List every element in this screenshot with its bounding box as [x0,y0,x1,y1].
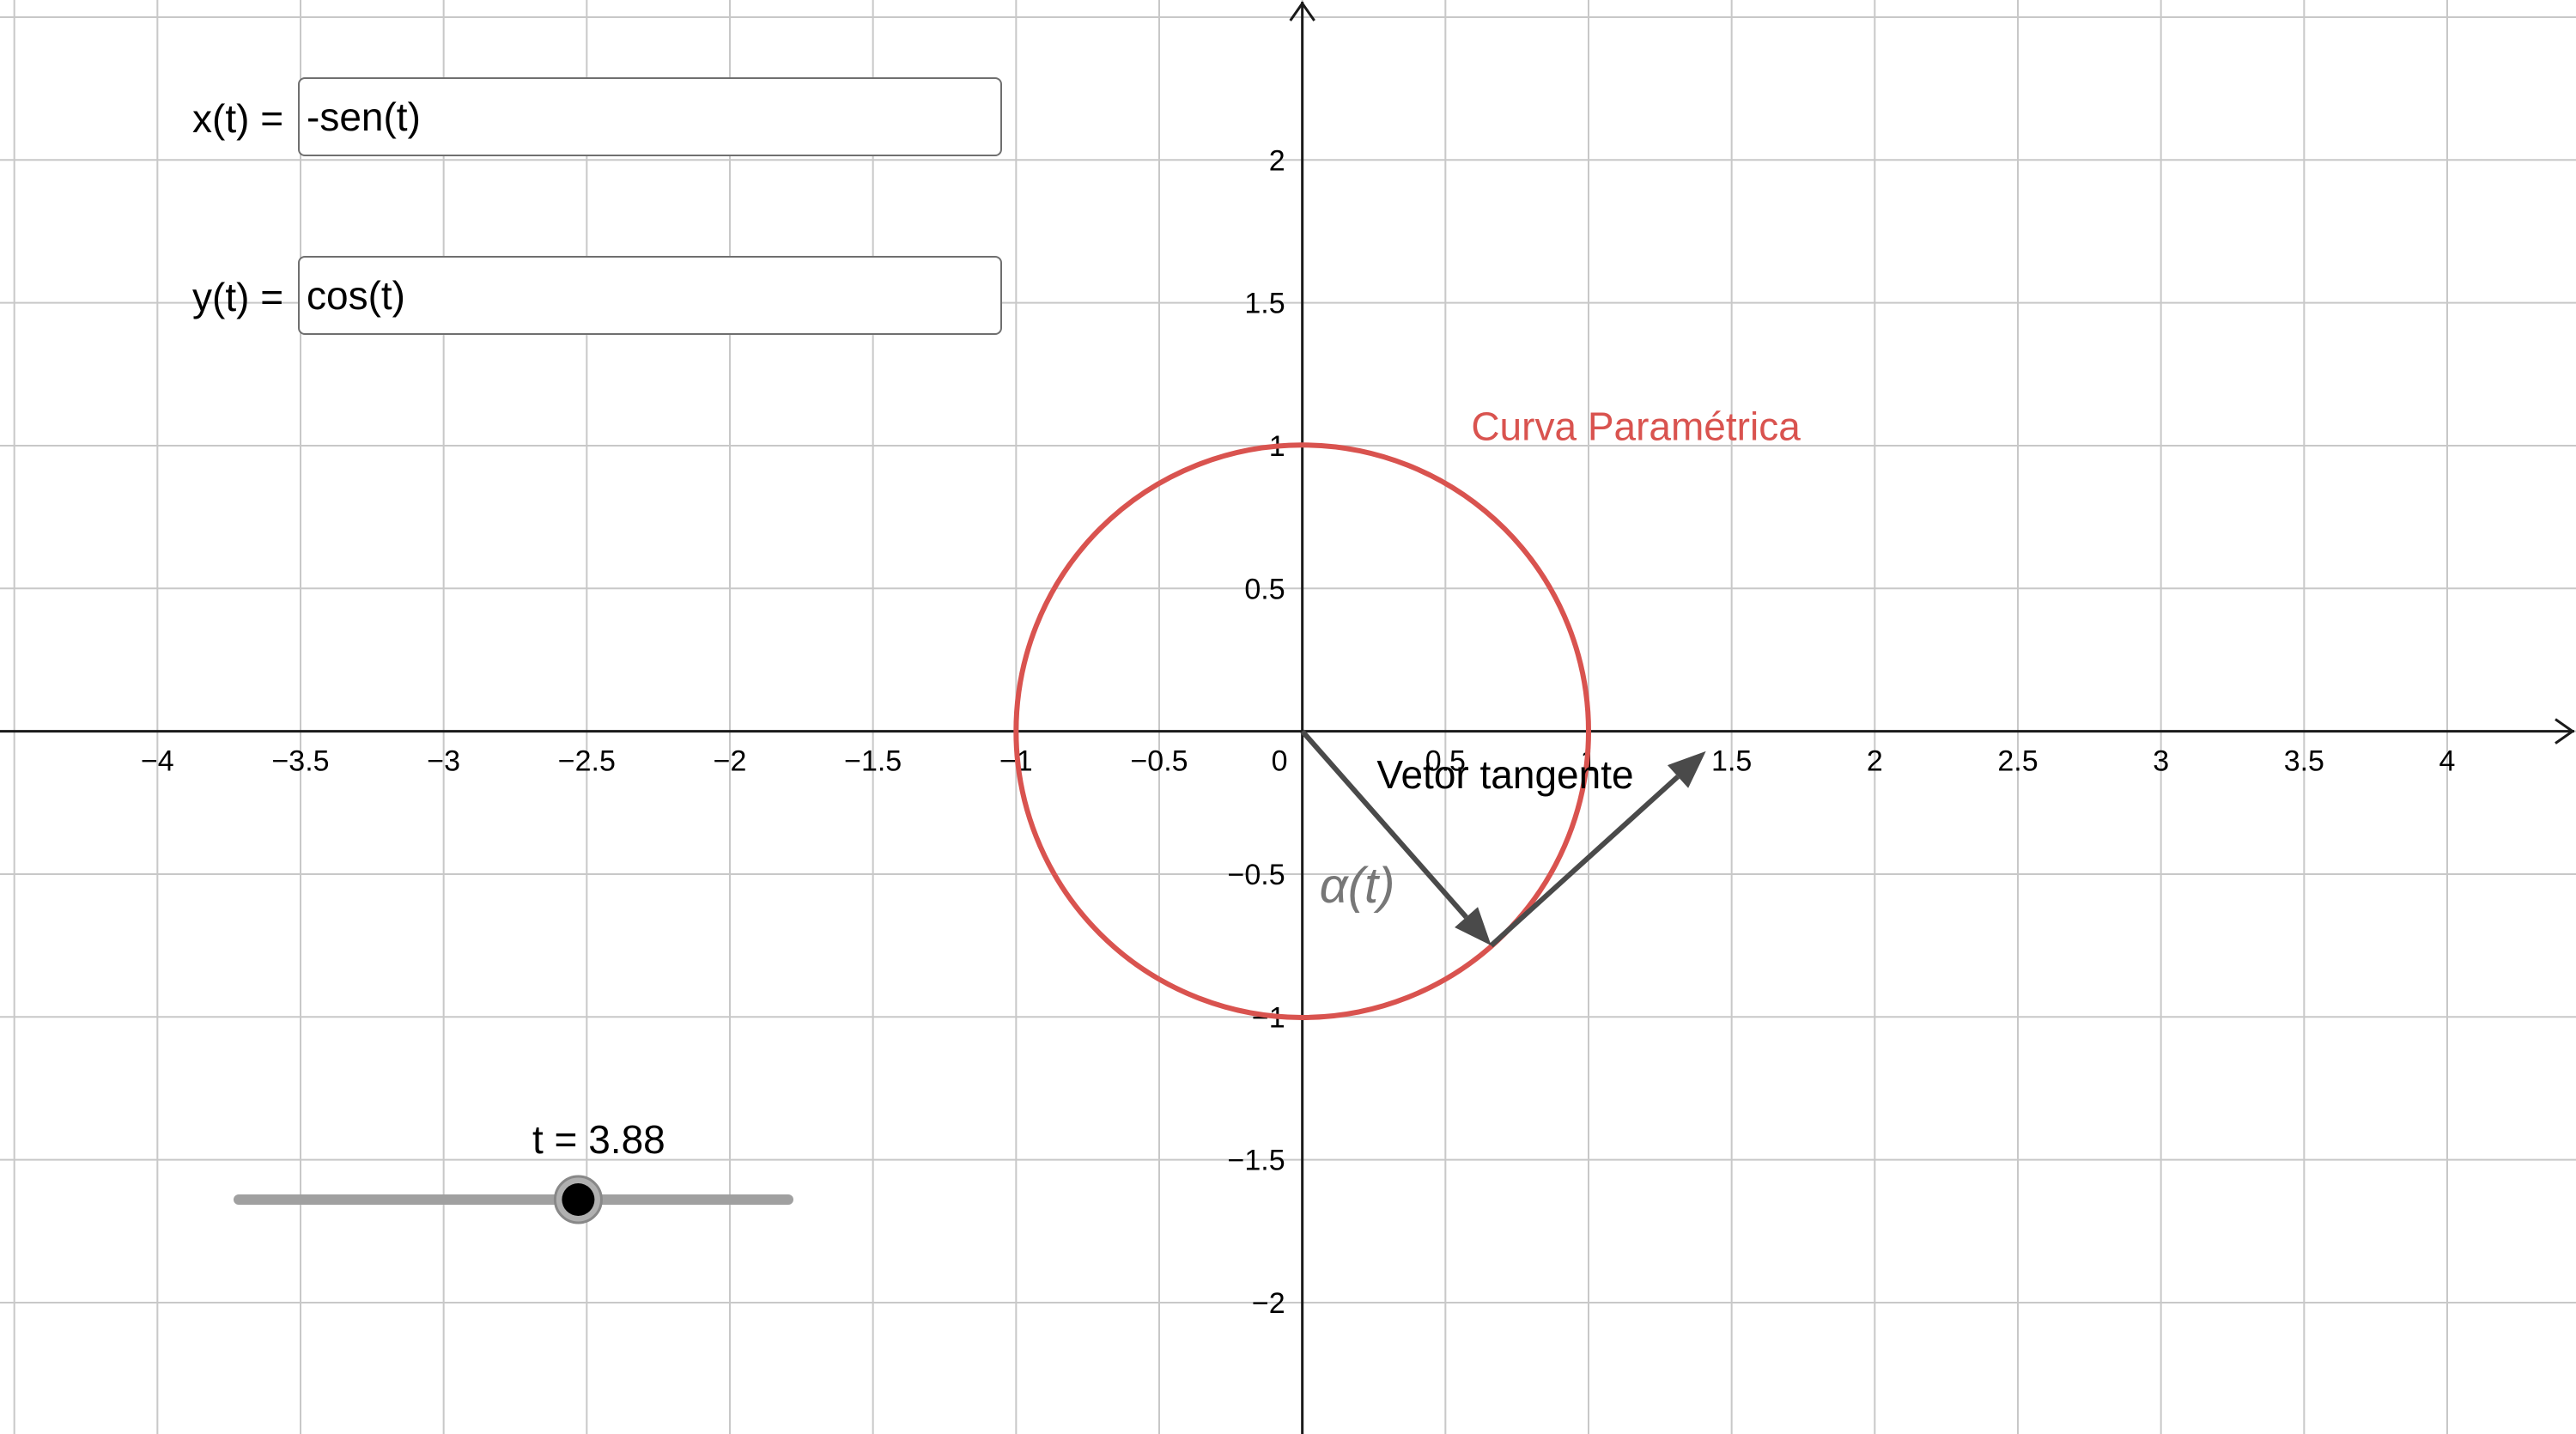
slider-handle[interactable] [562,1183,595,1216]
x-tick-label: 1.5 [1711,745,1752,778]
x-tick-label: −1.5 [844,745,902,778]
tangent-vector-label[interactable]: Vetor tangente [1376,752,1633,797]
position-vector[interactable] [1300,729,1492,946]
y-tick-label: −1.5 [1228,1145,1285,1177]
x-tick-label: −3.5 [271,745,329,778]
y-tick-label: −2 [1252,1287,1285,1320]
y-tick-label: −0.5 [1228,859,1285,891]
x-tick-label: 4 [2439,745,2456,778]
tangent-vector-arrowhead-icon [1667,750,1706,788]
x-input-label: x(t) = [192,96,284,141]
x-tick-labels: −4 −3.5 −3 −2.5 −2 −1.5 −1 −0.5 0 0.5 1 1.5 2 2.5 3 3.5… [141,745,2456,778]
x-tick-label: −2.5 [558,745,616,778]
x-input-field[interactable]: -sen(t) [298,77,1002,156]
y-input-field[interactable]: cos(t) [298,256,1002,335]
x-tick-label: −4 [141,745,174,778]
x-tick-label: 3.5 [2284,745,2324,778]
x-tick-label: 0.5 [1425,745,1466,778]
tangent-vector[interactable] [1489,750,1706,948]
y-tick-label: 1.5 [1244,288,1285,320]
t-slider[interactable] [234,1175,793,1224]
position-vector-arrowhead-icon [1455,907,1492,946]
x-tick-label: 0 [1272,745,1288,778]
y-input-label: y(t) = [192,275,284,319]
x-axis-arrow-icon [2555,718,2575,744]
x-tick-label: −2 [714,745,747,778]
parametric-curve[interactable] [1013,442,1591,1020]
y-axis-arrow-icon [1289,1,1315,21]
y-tick-labels: 21.510.5−0.5−1−1.5−2 [1228,144,1285,1320]
y-tick-label: 2 [1269,144,1285,177]
y-tick-label: 0.5 [1244,573,1285,605]
curve-label[interactable]: Curva Paramétrica [1471,404,1801,448]
slider-label: t = 3.88 [532,1117,665,1162]
x-tick-label: 2 [1867,745,1883,778]
x-tick-label: −3 [427,745,460,778]
x-tick-label: −0.5 [1130,745,1188,778]
x-tick-label: 3 [2153,745,2169,778]
x-tick-label: 2.5 [1997,745,2038,778]
position-vector-label[interactable]: α(t) [1320,858,1395,914]
